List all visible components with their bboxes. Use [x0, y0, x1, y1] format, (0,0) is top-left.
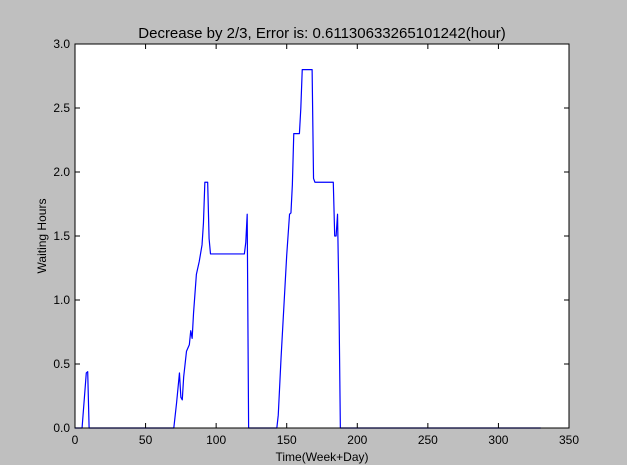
y-axis-label: Waiting Hours — [35, 199, 49, 274]
x-tick-label: 150 — [277, 433, 297, 447]
y-tick-label: 1.5 — [53, 229, 70, 243]
y-tick-label: 0.0 — [53, 421, 70, 435]
x-axis: 0 50 100 150 200 250 300 350 — [72, 44, 579, 447]
x-tick-label: 100 — [206, 433, 226, 447]
y-axis: 0.0 0.5 1.0 1.5 2.0 2.5 3.0 — [53, 37, 569, 435]
y-tick-label: 1.0 — [53, 293, 70, 307]
chart-title: Decrease by 2/3, Error is: 0.61130633265… — [138, 25, 505, 42]
x-tick-label: 350 — [559, 433, 579, 447]
x-axis-label: Time(Week+Day) — [275, 450, 368, 464]
plot-area — [75, 44, 569, 428]
y-tick-label: 0.5 — [53, 357, 70, 371]
x-tick-label: 250 — [418, 433, 438, 447]
x-tick-label: 300 — [488, 433, 508, 447]
y-tick-label: 3.0 — [53, 37, 70, 51]
y-tick-label: 2.5 — [53, 101, 70, 115]
x-tick-label: 50 — [139, 433, 153, 447]
y-tick-label: 2.0 — [53, 165, 70, 179]
x-tick-label: 0 — [72, 433, 79, 447]
x-tick-label: 200 — [347, 433, 367, 447]
